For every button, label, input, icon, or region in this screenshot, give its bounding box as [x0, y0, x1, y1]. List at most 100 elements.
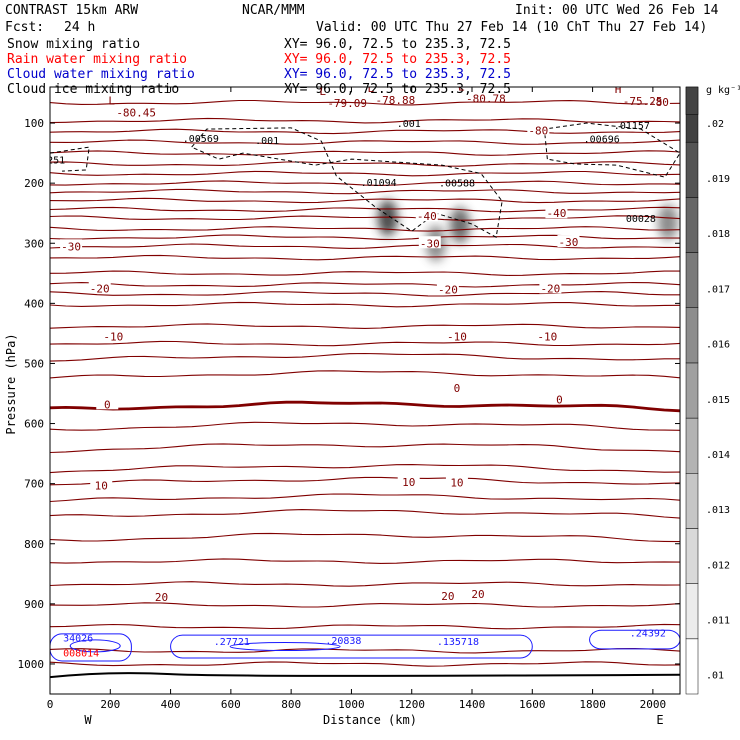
- y-tick-label: 500: [24, 357, 44, 370]
- isotherm-line: [50, 139, 680, 145]
- isotherm-line: [50, 117, 680, 124]
- x-tick-label: 1400: [459, 698, 486, 711]
- ice-max-label: .00569: [183, 134, 219, 145]
- east-label: E: [656, 713, 663, 727]
- isotherm-line: [50, 421, 680, 431]
- cloud-water-contour: [170, 634, 533, 659]
- cloud-water-contour: [50, 633, 132, 662]
- isotherm-line: [50, 661, 680, 667]
- isotherm-line: [50, 301, 680, 308]
- isotherm-line: [50, 243, 680, 249]
- isotherm-line: [50, 226, 680, 232]
- legend-xy: XY= 96.0, 72.5 to 235.3, 72.5: [284, 37, 511, 52]
- isotherm-line: [50, 623, 680, 630]
- isotherm-label-bg: [60, 239, 83, 252]
- legend-name: Cloud water mixing ratio: [7, 67, 195, 82]
- ice-contour: [543, 122, 680, 178]
- isotherm-label: -40: [546, 207, 566, 220]
- isotherm-label-bg: [397, 474, 420, 487]
- colorbar-label: .012: [706, 560, 730, 571]
- isotherm-label: 0: [556, 394, 563, 407]
- isotherm-line: [50, 340, 680, 347]
- isotherm-line: [50, 493, 680, 503]
- isotherm-label-bg: [467, 587, 490, 600]
- isotherm-label: -10: [447, 330, 467, 343]
- y-tick-label: 300: [24, 237, 44, 250]
- ice-max-label: .00588: [439, 179, 475, 190]
- isotherm-line: [50, 128, 680, 135]
- x-tick-label: 600: [221, 698, 241, 711]
- ice-shading: [377, 200, 398, 237]
- legend-name: Rain water mixing ratio: [7, 52, 187, 67]
- legend-name: Snow mixing ratio: [7, 37, 140, 52]
- x-tick-label: 1800: [579, 698, 606, 711]
- isotherm-label: -20: [90, 282, 110, 295]
- colorbar-unit: g kg⁻¹: [706, 85, 740, 96]
- ice-max-label: 00028: [626, 214, 656, 225]
- ice-shading: [657, 204, 678, 241]
- y-tick-label: 700: [24, 478, 44, 491]
- isotherm-line: [50, 215, 680, 221]
- isotherm-label-bg: [436, 282, 459, 295]
- y-tick-label: 600: [24, 418, 44, 431]
- legend-xy: XY= 96.0, 72.5 to 235.3, 72.5: [284, 52, 511, 67]
- fcst-label: Fcst:: [5, 20, 44, 35]
- isotherm-label-bg: [445, 475, 468, 488]
- colorbar-step: [685, 252, 699, 308]
- isotherm-label-bg: [150, 590, 173, 603]
- cloud-water-max-label: .20838: [325, 636, 361, 647]
- isotherm-line: [50, 370, 680, 379]
- isotherm-label: 10: [95, 479, 108, 492]
- colorbar-label: .015: [706, 395, 730, 406]
- isotherm-line: [50, 602, 680, 608]
- plot-frame: [49, 86, 681, 695]
- isotherm-label: 20: [441, 590, 454, 603]
- isotherm-label: -10: [103, 330, 123, 343]
- legend-xy: XY= 96.0, 72.5 to 235.3, 72.5: [284, 67, 511, 82]
- colorbar-step: [685, 197, 699, 253]
- isotherm-line: [50, 270, 680, 276]
- isotherm-line: [50, 281, 680, 288]
- isotherm-label-bg: [88, 281, 111, 294]
- isotherm-label-bg: [545, 206, 568, 219]
- isotherm-line: [50, 532, 680, 543]
- isotherm-line: [50, 150, 680, 156]
- y-tick-label: 800: [24, 538, 44, 551]
- colorbar-label: .014: [706, 450, 730, 461]
- extremum-kind: H: [615, 83, 622, 96]
- isotherm-line: [50, 647, 680, 654]
- x-tick-label: 2000: [640, 698, 667, 711]
- init-time: Init: 00 UTC Wed 26 Feb 14: [515, 3, 719, 18]
- isotherm-label: -30: [559, 236, 579, 249]
- surface-line: [50, 672, 680, 679]
- isotherm-label: 0: [454, 382, 461, 395]
- isotherm-label-bg: [90, 478, 113, 491]
- isotherm-line: [50, 188, 680, 195]
- colorbar-top: [685, 86, 699, 115]
- x-tick-label: 400: [161, 698, 181, 711]
- isotherm-line: [50, 509, 680, 519]
- isotherm-line: [50, 352, 680, 362]
- isotherm-line: [50, 558, 680, 564]
- isotherm-label-bg: [527, 123, 550, 136]
- cloud-water-contour: [69, 639, 121, 653]
- extremum-value: -75.25: [623, 95, 663, 108]
- west-label: W: [84, 713, 92, 727]
- isotherm-line: [50, 291, 680, 297]
- isotherm-label: 10: [402, 476, 415, 489]
- isotherm-label: -20: [438, 284, 458, 297]
- colorbar-label: .011: [706, 616, 730, 627]
- isotherm-line: [50, 476, 680, 486]
- zero-isotherm: [50, 400, 680, 413]
- isotherm-line: [50, 197, 680, 204]
- ice-max-label: .001: [397, 119, 421, 130]
- ice-max-label: .001: [255, 136, 279, 147]
- extremum-kind: L: [458, 81, 465, 94]
- isotherm-label-bg: [102, 329, 125, 342]
- isotherm-label-bg: [436, 589, 459, 602]
- colorbar-step: [685, 583, 699, 640]
- colorbar-label: .018: [706, 229, 730, 240]
- ice-max-label: .01094: [361, 178, 397, 189]
- extremum-kind: L: [319, 85, 326, 98]
- cloud-water-max-label: .27721: [214, 637, 250, 648]
